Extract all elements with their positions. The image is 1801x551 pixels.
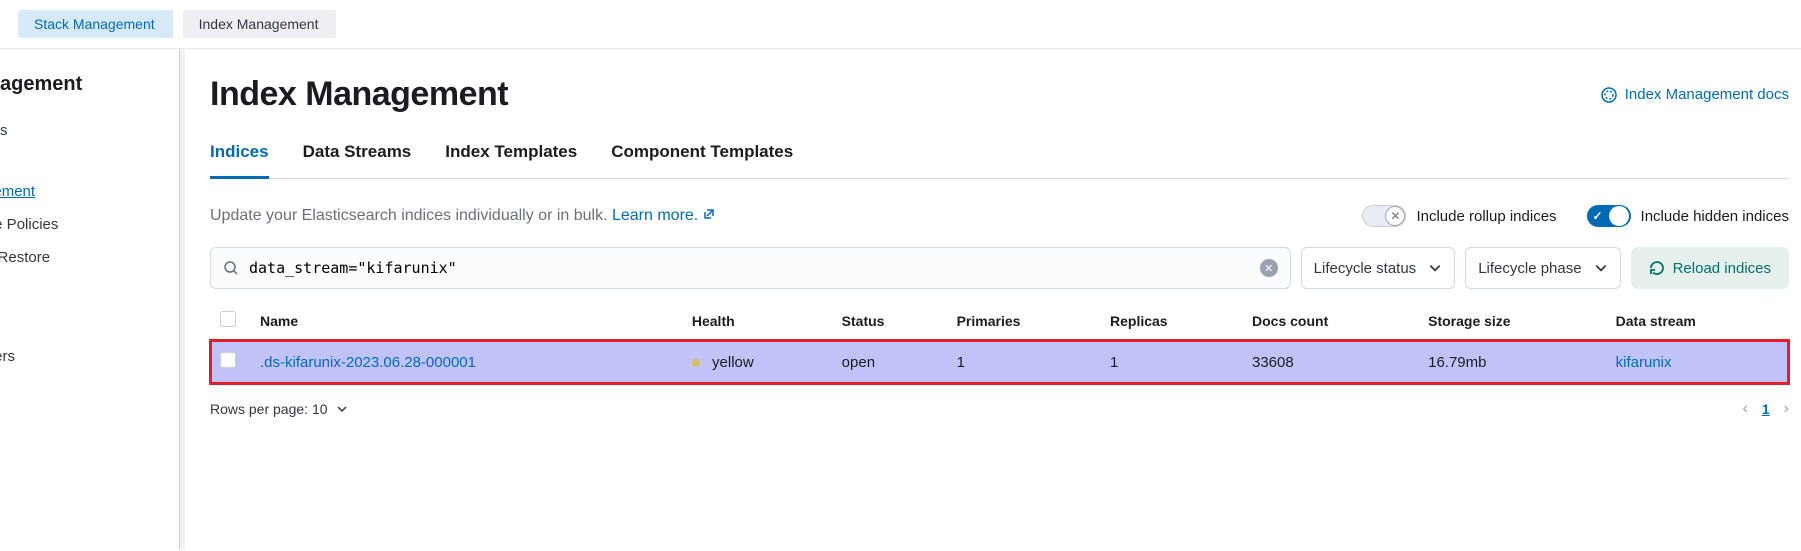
sidebar-item-snapshot-restore[interactable]: t and Restore: [0, 241, 179, 274]
cell-replicas: 1: [1100, 340, 1242, 384]
chevron-down-icon: [1594, 261, 1608, 275]
tab-data-streams[interactable]: Data Streams: [303, 142, 412, 178]
docs-link[interactable]: Index Management docs: [1601, 86, 1789, 103]
cell-status: open: [832, 340, 947, 384]
breadcrumb-stack-management[interactable]: Stack Management: [18, 10, 173, 38]
tab-component-templates[interactable]: Component Templates: [611, 142, 793, 178]
prev-page-button[interactable]: ‹: [1743, 400, 1748, 418]
lifecycle-status-label: Lifecycle status: [1314, 260, 1417, 277]
refresh-icon: [1649, 260, 1665, 276]
rows-per-page-label: Rows per page: 10: [210, 401, 328, 417]
tab-indices[interactable]: Indices: [210, 142, 269, 179]
description-text: Update your Elasticsearch indices indivi…: [210, 207, 715, 225]
toggle-hidden-label: Include hidden indices: [1641, 208, 1789, 225]
row-checkbox[interactable]: [220, 352, 236, 368]
next-page-button[interactable]: ›: [1784, 400, 1789, 418]
rows-per-page[interactable]: Rows per page: 10: [210, 401, 348, 417]
health-dot-icon: [692, 359, 700, 367]
sidebar-item-transforms[interactable]: ms: [0, 307, 179, 340]
chevron-down-icon: [1428, 261, 1442, 275]
page-number[interactable]: 1: [1762, 401, 1770, 417]
page-title: Index Management: [210, 75, 508, 114]
chevron-down-icon: [336, 403, 348, 415]
sidebar-item-management[interactable]: anagement: [0, 175, 179, 208]
description-static: Update your Elasticsearch indices indivi…: [210, 207, 608, 224]
toggle-rollup-label: Include rollup indices: [1416, 208, 1556, 225]
col-replicas[interactable]: Replicas: [1100, 303, 1242, 340]
external-link-icon: [703, 208, 715, 220]
learn-more-link[interactable]: Learn more.: [612, 207, 715, 224]
close-icon: ✕: [1264, 262, 1273, 275]
col-storage-size[interactable]: Storage size: [1418, 303, 1606, 340]
breadcrumb-index-management[interactable]: Index Management: [183, 10, 337, 38]
col-docs-count[interactable]: Docs count: [1242, 303, 1418, 340]
indices-table: Name Health Status Primaries Replicas Do…: [210, 303, 1789, 384]
sidebar-item-pipelines[interactable]: pelines: [0, 114, 179, 147]
select-all-checkbox[interactable]: [220, 311, 236, 327]
health-text: yellow: [712, 354, 754, 371]
data-stream-link[interactable]: kifarunix: [1616, 354, 1672, 371]
col-status[interactable]: Status: [832, 303, 947, 340]
learn-more-label: Learn more.: [612, 207, 698, 224]
lifecycle-phase-dropdown[interactable]: Lifecycle phase: [1465, 247, 1620, 289]
search-input[interactable]: [239, 259, 1260, 277]
col-name[interactable]: Name: [250, 303, 682, 340]
check-icon: ✓: [1593, 209, 1603, 223]
cell-storage: 16.79mb: [1418, 340, 1606, 384]
sidebar: Management pelines anagement ecycle Poli…: [0, 49, 180, 549]
col-primaries[interactable]: Primaries: [947, 303, 1100, 340]
sidebar-item-jobs[interactable]: obs: [0, 274, 179, 307]
lifecycle-phase-label: Lifecycle phase: [1478, 260, 1581, 277]
cell-primaries: 1: [947, 340, 1100, 384]
cell-docs: 33608: [1242, 340, 1418, 384]
table-row[interactable]: .ds-kifarunix-2023.06.28-000001 yellow o…: [210, 340, 1789, 384]
index-name-link[interactable]: .ds-kifarunix-2023.06.28-000001: [260, 354, 476, 371]
pagination: ‹ 1 ›: [1743, 400, 1789, 418]
docs-link-label: Index Management docs: [1625, 86, 1789, 103]
sidebar-heading: Management: [0, 69, 179, 114]
clear-search-button[interactable]: ✕: [1260, 259, 1278, 277]
col-data-stream[interactable]: Data stream: [1606, 303, 1789, 340]
search-icon: [223, 260, 239, 276]
toggle-hidden-indices[interactable]: ✓: [1587, 205, 1631, 227]
tab-index-templates[interactable]: Index Templates: [445, 142, 577, 178]
col-health[interactable]: Health: [682, 303, 832, 340]
lifecycle-status-dropdown[interactable]: Lifecycle status: [1301, 247, 1456, 289]
main-content: Index Management Index Management docs I…: [180, 49, 1801, 549]
sidebar-item-clusters[interactable]: Clusters: [0, 340, 179, 373]
search-box[interactable]: ✕: [210, 247, 1291, 289]
toggle-rollup-indices[interactable]: ✕: [1362, 205, 1406, 227]
help-icon: [1601, 87, 1617, 103]
breadcrumb: Stack Management Index Management: [0, 0, 1801, 49]
tabs: Indices Data Streams Index Templates Com…: [210, 142, 1789, 179]
sidebar-item-lifecycle-policies[interactable]: ecycle Policies: [0, 208, 179, 241]
reload-label: Reload indices: [1673, 260, 1771, 277]
x-icon: ✕: [1390, 209, 1400, 223]
reload-indices-button[interactable]: Reload indices: [1631, 247, 1789, 289]
